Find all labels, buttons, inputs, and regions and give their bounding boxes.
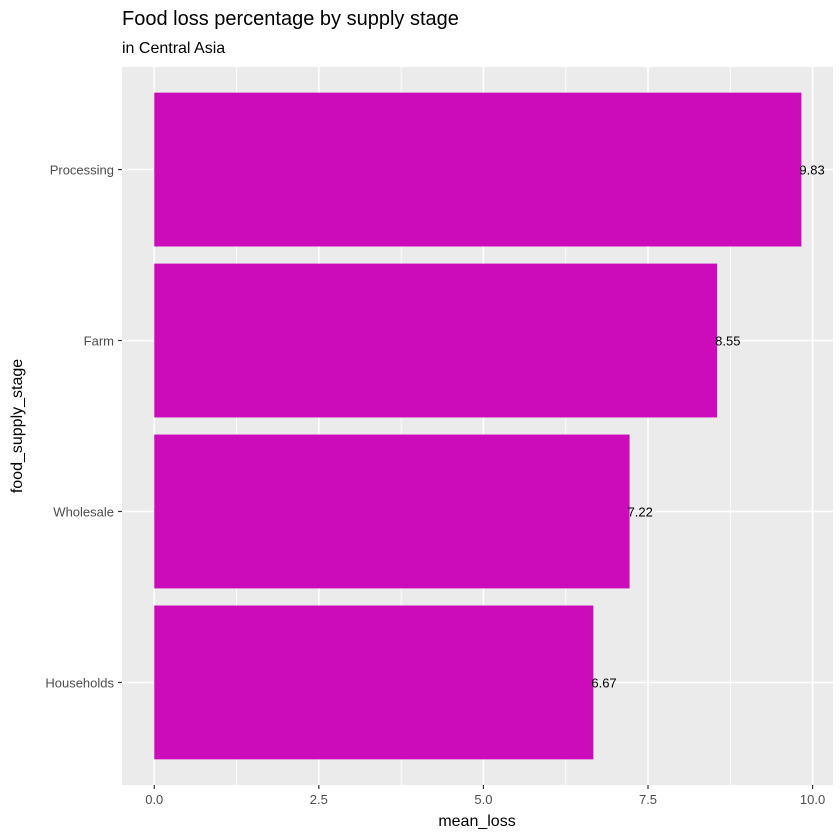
bars xyxy=(154,92,802,760)
x-tick-label: 2.5 xyxy=(310,792,328,807)
x-tick-label: 7.5 xyxy=(639,792,657,807)
chart-title: Food loss percentage by supply stage xyxy=(122,8,459,30)
x-tick-label: 5.0 xyxy=(474,792,492,807)
x-axis: 0.0 2.5 5.0 7.5 10.0 xyxy=(145,785,825,807)
data-label: 9.83 xyxy=(799,163,824,178)
x-axis-title: mean_loss xyxy=(438,813,515,830)
data-labels: 9.83 8.55 7.22 6.67 xyxy=(591,163,824,691)
y-axis-title: food_supply_stage xyxy=(9,359,26,493)
bar xyxy=(154,263,718,418)
data-label: 6.67 xyxy=(591,675,616,690)
x-tick-label: 10.0 xyxy=(800,792,825,807)
y-tick-label: Wholesale xyxy=(53,504,114,519)
bar xyxy=(154,92,802,247)
data-label: 7.22 xyxy=(628,504,653,519)
data-label: 8.55 xyxy=(715,334,740,349)
chart-subtitle: in Central Asia xyxy=(122,40,225,57)
bar xyxy=(154,434,630,589)
y-tick-label: Households xyxy=(45,675,114,690)
y-tick-label: Farm xyxy=(84,334,114,349)
y-tick-label: Processing xyxy=(50,163,114,178)
y-axis: Processing Farm Wholesale Households xyxy=(45,163,122,690)
x-tick-label: 0.0 xyxy=(145,792,163,807)
bar xyxy=(154,605,594,760)
